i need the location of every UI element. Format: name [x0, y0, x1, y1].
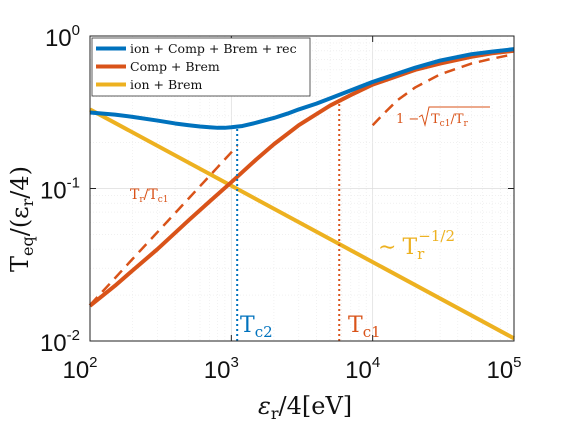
x-tick-label: 105 [486, 354, 521, 384]
series-line-3 [89, 107, 515, 341]
x-tick-label: 103 [204, 354, 239, 384]
tc1-label: Tc1 [348, 313, 381, 341]
x-tick-label: 102 [62, 354, 97, 384]
sqrt-label: 1 − Tc1/Tr [396, 106, 490, 129]
vline-layer [236, 96, 341, 341]
y-axis-label: Teq/(εr/4) [6, 166, 37, 272]
x-axis-label: εr/4[eV] [258, 392, 352, 423]
series-layer [88, 47, 515, 341]
sqrt-body: Tc1/Tr [431, 112, 469, 129]
sqrt-radical [418, 106, 490, 127]
legend-box [91, 37, 311, 97]
series-line-2 [88, 48, 515, 308]
tc2-label: Tc2 [240, 313, 273, 341]
x-tick-label: 104 [345, 354, 380, 384]
sqrt-prefix: 1 − [396, 112, 419, 127]
series-line-4 [89, 145, 239, 306]
legend: ion + Comp + Brem + rec Comp + Brem ion … [91, 37, 311, 97]
y-tick-label: 10-2 [40, 327, 80, 357]
power-label: ∼ Tr−1/2 [378, 227, 455, 263]
series-line-1 [89, 47, 515, 130]
legend-label-3: ion + Brem [130, 77, 203, 92]
y-tick-label: 10-1 [40, 175, 80, 205]
ratio-label: Tr/Tc1 [130, 187, 169, 205]
series-line-5 [371, 52, 515, 127]
y-tick-label: 100 [45, 22, 80, 52]
axis-ticks: 102 103 104 105 10-2 10-1 100 [40, 22, 522, 384]
legend-label-2: Comp + Brem [130, 59, 220, 74]
legend-label-1: ion + Comp + Brem + rec [130, 41, 297, 56]
